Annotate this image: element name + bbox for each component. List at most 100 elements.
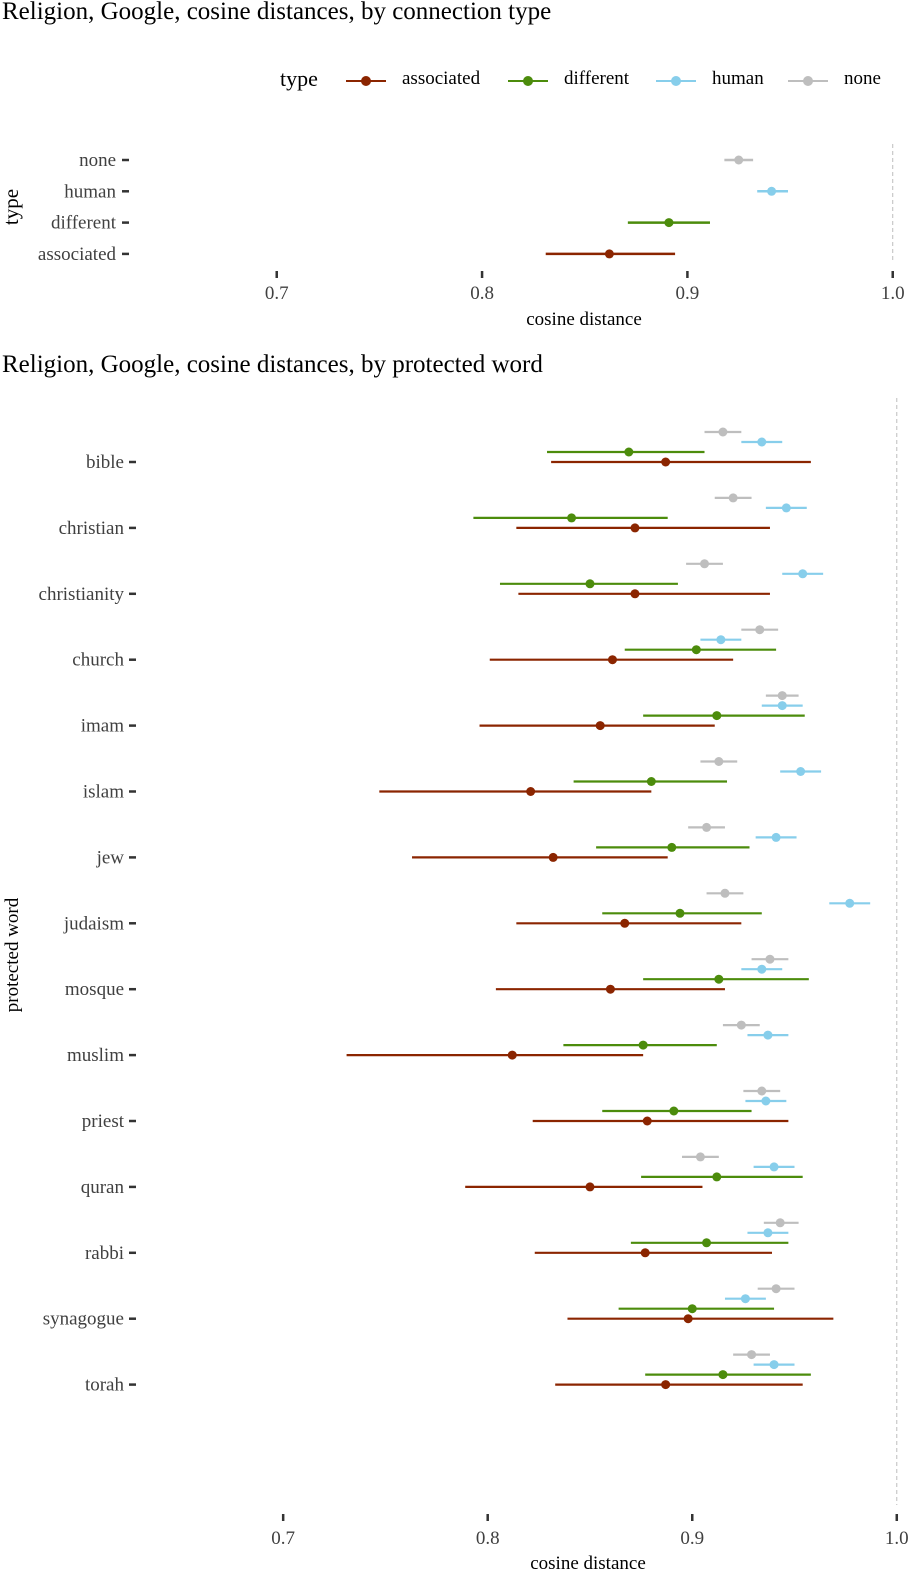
- point-human-synagogue: [740, 1294, 750, 1304]
- point-different-synagogue: [687, 1304, 697, 1314]
- y-tick-label-church: church: [72, 650, 124, 671]
- chart-2-by-protected-word: bible christian christianity church imam isla…: [2, 398, 909, 1571]
- y-tick-label-priest: priest: [82, 1111, 125, 1132]
- point-associated-christianity: [630, 589, 640, 599]
- point-different-imam: [712, 711, 722, 721]
- x-tick-label-1.0: 1.0: [885, 1528, 909, 1549]
- point-associated-muslim: [507, 1050, 517, 1060]
- y-tick-label-christian: christian: [59, 518, 125, 539]
- y-tick-label-islam: islam: [83, 782, 124, 803]
- point-different-christian: [567, 513, 577, 523]
- point-different-mosque: [714, 974, 724, 984]
- point-human: [767, 186, 777, 196]
- point-human-rabbi: [763, 1228, 773, 1238]
- x-axis-label: cosine distance: [526, 309, 642, 330]
- point-associated-judaism: [620, 918, 630, 928]
- point-human-christian: [781, 503, 791, 513]
- x-tick-label-0.8: 0.8: [476, 1528, 500, 1549]
- point-none-priest: [757, 1086, 767, 1096]
- point-different-islam: [646, 777, 656, 786]
- x-axis-label: cosine distance: [530, 1553, 646, 1571]
- point-different-priest: [669, 1106, 679, 1116]
- legend-label-human: human: [712, 68, 764, 89]
- y-axis-label: protected word: [2, 897, 23, 1012]
- point-associated-quran: [585, 1182, 595, 1192]
- point-none-imam: [777, 691, 787, 701]
- point-human-muslim: [763, 1030, 773, 1040]
- y-tick-label-torah: torah: [85, 1375, 125, 1396]
- y-tick-label-human: human: [64, 181, 116, 202]
- point-different-bible: [624, 447, 634, 457]
- point-human-imam: [777, 701, 787, 711]
- point-none-christian: [728, 493, 738, 503]
- y-tick-label-associated: associated: [38, 244, 117, 265]
- point-human-jew: [771, 832, 781, 842]
- point-none-christianity: [700, 559, 710, 569]
- point-associated-christian: [630, 523, 640, 533]
- point-human-judaism: [845, 898, 855, 908]
- y-tick-label-jew: jew: [96, 847, 125, 868]
- chart-1-title: Religion, Google, cosine distances, by c…: [2, 0, 552, 25]
- y-tick-label-judaism: judaism: [63, 913, 124, 934]
- y-axis-label: type: [0, 189, 23, 225]
- x-tick-label-0.8: 0.8: [470, 283, 494, 304]
- y-tick-label-quran: quran: [81, 1177, 125, 1198]
- point-associated-church: [607, 655, 617, 665]
- point-associated-bible: [661, 457, 671, 467]
- point-associated-torah: [661, 1380, 671, 1390]
- point-associated-jew: [548, 852, 558, 862]
- point-none-church: [755, 625, 765, 635]
- x-tick-label-0.7: 0.7: [271, 1528, 295, 1549]
- point-human-islam: [796, 767, 806, 776]
- y-tick-label-christianity: christianity: [39, 584, 125, 605]
- y-tick-label-synagogue: synagogue: [43, 1309, 124, 1330]
- point-none-bible: [718, 427, 728, 437]
- y-tick-label-muslim: muslim: [67, 1045, 124, 1066]
- point-different-torah: [718, 1370, 728, 1380]
- point-different-church: [691, 645, 701, 655]
- point-none-rabbi: [775, 1218, 785, 1228]
- point-different-rabbi: [702, 1238, 712, 1248]
- point-none-torah: [747, 1350, 757, 1360]
- point-none-judaism: [720, 888, 730, 898]
- y-tick-label-bible: bible: [86, 452, 124, 473]
- point-none: [734, 155, 744, 165]
- x-tick-label-0.9: 0.9: [680, 1528, 704, 1549]
- y-tick-label-rabbi: rabbi: [85, 1243, 124, 1264]
- legend-label-different: different: [564, 68, 630, 89]
- point-none-synagogue: [771, 1284, 781, 1294]
- point-associated-synagogue: [683, 1314, 693, 1324]
- legend-label-associated: associated: [402, 68, 481, 89]
- x-tick-label-0.7: 0.7: [265, 283, 289, 304]
- point-different-christianity: [585, 579, 595, 589]
- point-human-church: [716, 635, 726, 645]
- point-none-muslim: [736, 1020, 746, 1030]
- point-associated: [604, 249, 614, 259]
- point-human-mosque: [757, 964, 767, 974]
- legend-key-none: [788, 74, 828, 88]
- y-tick-label-different: different: [51, 213, 117, 234]
- chart-1-by-connection-type: none human different associated 0.7 0.8 0.9 1.0…: [0, 144, 905, 330]
- y-tick-label-none: none: [79, 150, 116, 171]
- point-human-torah: [769, 1360, 779, 1370]
- point-none-jew: [702, 822, 712, 832]
- chart-2-title: Religion, Google, cosine distances, by p…: [2, 351, 543, 378]
- point-associated-islam: [526, 787, 536, 796]
- x-tick-label-0.9: 0.9: [676, 283, 700, 304]
- point-associated-rabbi: [640, 1248, 650, 1258]
- point-different-muslim: [638, 1040, 648, 1050]
- point-associated-priest: [642, 1116, 652, 1126]
- legend-key-associated: [346, 74, 386, 88]
- point-different: [664, 218, 674, 228]
- point-none-islam: [714, 757, 724, 766]
- point-human-bible: [757, 437, 767, 447]
- y-tick-label-mosque: mosque: [65, 979, 124, 1000]
- point-different-judaism: [675, 908, 685, 918]
- y-tick-label-imam: imam: [81, 716, 124, 737]
- x-tick-label-1.0: 1.0: [881, 283, 905, 304]
- point-different-jew: [667, 842, 677, 852]
- point-associated-mosque: [605, 984, 615, 994]
- legend-label-none: none: [844, 68, 881, 89]
- point-human-christianity: [798, 569, 808, 579]
- point-human-priest: [761, 1096, 771, 1106]
